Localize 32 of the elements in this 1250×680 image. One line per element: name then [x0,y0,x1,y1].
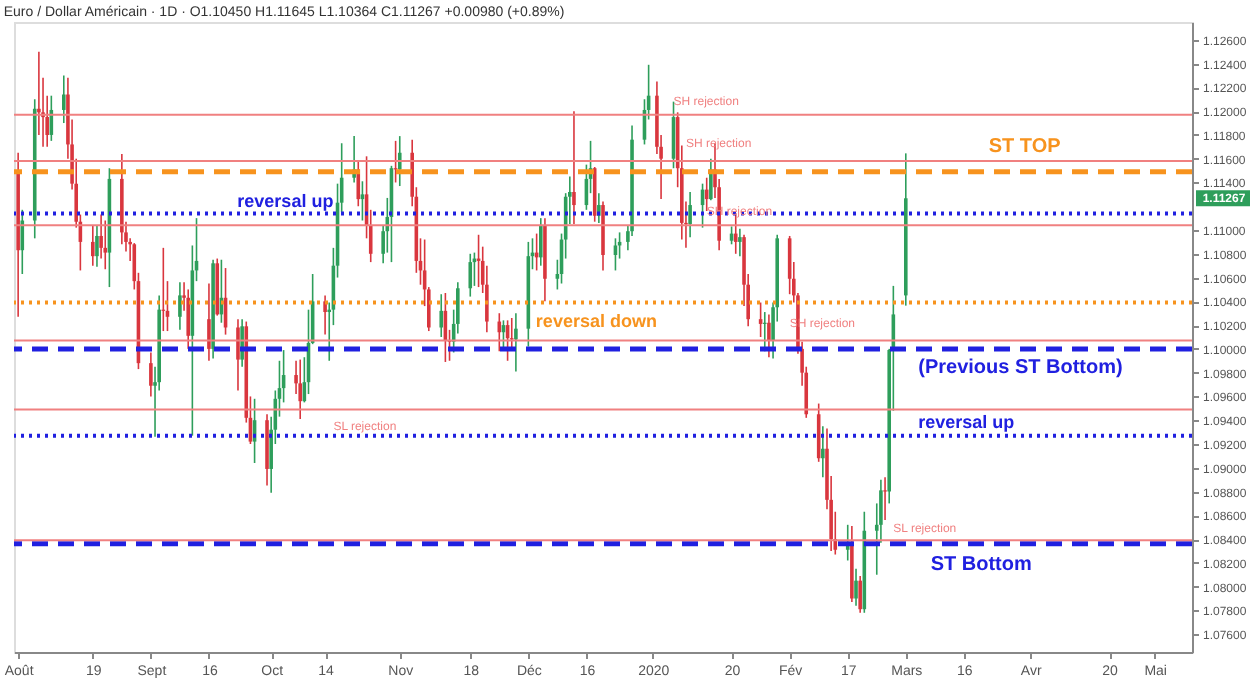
ref-line-label: reversal up [237,191,335,212]
candlestick [592,166,597,223]
candlestick [858,575,862,614]
candlestick [207,282,211,362]
candlestick [178,281,182,331]
candlestick [688,191,692,238]
candlestick [149,351,153,398]
candlestick [20,209,25,275]
candlestick [767,313,771,359]
candlestick [95,224,99,268]
ref-line-label: ST TOP [988,135,1062,158]
candlestick [468,252,473,298]
ref-line-label: ST Bottom [930,553,1032,576]
candlestick [397,135,402,187]
candlestick [572,110,576,225]
candlestick [236,318,240,392]
candlestick [91,224,95,267]
candlestick [298,358,302,420]
candlestick [439,293,444,338]
candlestick [883,476,887,521]
ref-line-label: reversal up [918,411,1016,432]
candlestick [61,74,66,124]
candlestick [821,425,825,479]
candlestick [186,288,191,350]
ref-line-label: reversal down [535,310,657,331]
candlestick [738,228,742,257]
candlestick [323,294,327,336]
candlestick [854,567,858,607]
candlestick [514,312,518,373]
candlestick [103,219,108,271]
candlestick [538,217,543,267]
ref-line-label: (Previous ST Bottom) [918,356,1123,379]
